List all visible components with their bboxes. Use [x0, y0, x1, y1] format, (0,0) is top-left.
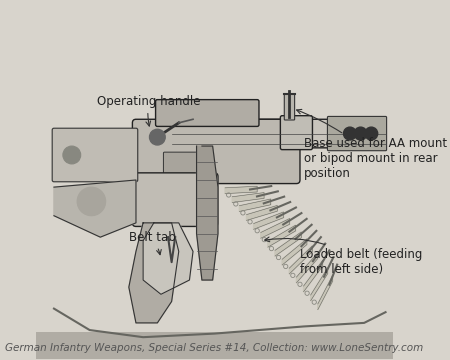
Text: German Infantry Weapons, Special Series #14, Collection: www.LoneSentry.com: German Infantry Weapons, Special Series …	[5, 343, 423, 353]
FancyBboxPatch shape	[163, 152, 208, 176]
Circle shape	[365, 127, 378, 140]
FancyBboxPatch shape	[280, 116, 312, 150]
Circle shape	[343, 127, 356, 140]
Polygon shape	[143, 223, 193, 294]
Polygon shape	[225, 186, 257, 194]
FancyBboxPatch shape	[328, 116, 387, 151]
FancyBboxPatch shape	[170, 119, 380, 148]
Text: Operating handle: Operating handle	[97, 95, 200, 126]
Polygon shape	[261, 219, 290, 238]
Polygon shape	[197, 146, 218, 280]
Circle shape	[63, 146, 81, 164]
Polygon shape	[54, 180, 136, 237]
Polygon shape	[129, 223, 179, 323]
Polygon shape	[289, 246, 312, 274]
Text: Belt tab: Belt tab	[129, 231, 176, 255]
Polygon shape	[239, 199, 271, 211]
Polygon shape	[318, 275, 333, 310]
Polygon shape	[304, 260, 323, 292]
FancyBboxPatch shape	[156, 100, 259, 126]
Polygon shape	[310, 268, 328, 301]
FancyBboxPatch shape	[132, 173, 218, 226]
FancyBboxPatch shape	[132, 119, 300, 184]
Polygon shape	[275, 232, 302, 256]
FancyBboxPatch shape	[52, 128, 138, 182]
Polygon shape	[268, 225, 296, 247]
Polygon shape	[282, 239, 307, 265]
Circle shape	[77, 187, 106, 216]
Polygon shape	[254, 212, 284, 229]
Text: Base used for AA mount
or bipod mount in rear
position: Base used for AA mount or bipod mount in…	[297, 109, 447, 180]
Polygon shape	[247, 206, 277, 220]
Polygon shape	[232, 193, 264, 203]
Circle shape	[354, 127, 367, 140]
Polygon shape	[297, 253, 318, 283]
FancyBboxPatch shape	[36, 332, 393, 359]
FancyBboxPatch shape	[284, 94, 295, 120]
Text: Loaded belt (feeding
from left side): Loaded belt (feeding from left side)	[265, 237, 423, 276]
Circle shape	[149, 129, 165, 145]
